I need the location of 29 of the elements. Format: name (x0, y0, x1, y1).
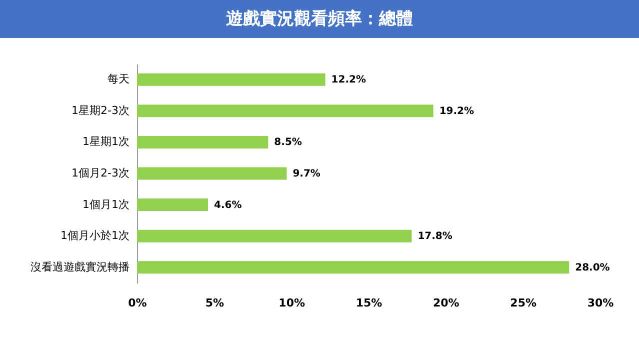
x-tick-label: 0% (128, 296, 147, 310)
data-label: 4.6% (214, 200, 242, 211)
x-tick-label: 30% (587, 296, 614, 310)
bar (137, 73, 326, 86)
y-tick-label: 每天 (108, 72, 130, 86)
data-label: 28.0% (575, 262, 610, 274)
data-label: 19.2% (439, 106, 474, 117)
data-label: 9.7% (292, 168, 320, 180)
bar (137, 104, 434, 118)
bar (137, 261, 570, 274)
bar (137, 167, 287, 180)
x-tick-label: 10% (278, 296, 306, 310)
x-tick-label: 20% (432, 296, 460, 310)
data-label: 17.8% (418, 231, 452, 242)
data-label: 12.2% (331, 74, 366, 86)
y-tick-label: 1星期2-3次 (72, 104, 130, 117)
x-tick-label: 5% (205, 296, 224, 310)
x-tick-label: 25% (510, 296, 537, 310)
y-tick-label: 1個月小於1次 (60, 229, 130, 242)
bar (137, 230, 412, 242)
bar (137, 136, 268, 148)
y-tick-label: 1個月1次 (82, 198, 130, 211)
data-label: 8.5% (274, 137, 302, 148)
y-tick-label: 1星期1次 (82, 135, 130, 148)
y-tick-label: 1個月2-3次 (72, 166, 130, 180)
x-tick-label: 15% (356, 296, 382, 310)
y-tick-label: 沒看過遊戲實況轉播 (30, 260, 130, 274)
chart-title: 遊戲實況觀看頻率：總體 (0, 0, 639, 38)
bar (137, 198, 208, 212)
